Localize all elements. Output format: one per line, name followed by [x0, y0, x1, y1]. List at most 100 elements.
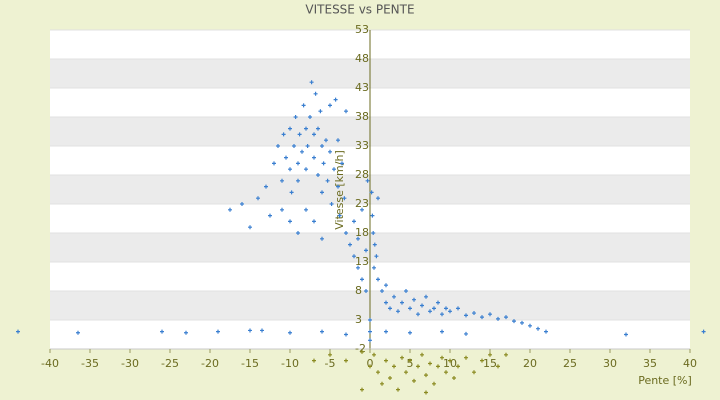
- point: [365, 178, 370, 183]
- point: [344, 358, 348, 363]
- point: [369, 190, 374, 195]
- y-tick-label: 13: [355, 255, 369, 268]
- x-tick-label: 10: [443, 357, 457, 370]
- point: [436, 300, 440, 305]
- point: [296, 178, 300, 183]
- point: [312, 132, 316, 137]
- point: [336, 138, 340, 143]
- y-tick-label: -2: [355, 342, 366, 355]
- point: [240, 202, 244, 206]
- point: [280, 207, 284, 212]
- point: [313, 91, 318, 96]
- point: [325, 178, 330, 183]
- point: [428, 361, 432, 366]
- y-tick-label: 23: [355, 197, 369, 210]
- point: [216, 329, 220, 334]
- point: [464, 331, 468, 336]
- chart-title: VITESSE vs PENTE: [305, 3, 414, 17]
- point: [289, 190, 294, 195]
- point: [504, 352, 508, 357]
- point: [344, 231, 348, 235]
- point: [324, 138, 328, 143]
- x-tick-label: 40: [683, 357, 697, 370]
- point: [184, 330, 188, 335]
- point: [392, 294, 396, 299]
- point: [368, 364, 372, 369]
- point: [436, 364, 440, 369]
- point: [372, 352, 376, 357]
- point: [328, 149, 332, 154]
- point: [408, 358, 412, 363]
- point: [260, 328, 264, 333]
- point: [384, 358, 388, 363]
- point: [368, 338, 372, 343]
- point: [400, 300, 404, 305]
- point: [16, 329, 20, 334]
- x-tick-label: 0: [367, 357, 374, 370]
- point: [305, 144, 310, 148]
- y-tick-label: 3: [355, 313, 362, 326]
- point: [488, 352, 492, 357]
- point: [348, 242, 352, 247]
- x-axis-title: Pente [%]: [638, 374, 692, 387]
- x-tick-label: -5: [325, 357, 336, 370]
- x-tick-label: 5: [407, 357, 414, 370]
- y-tick-label: 38: [355, 110, 369, 123]
- point: [624, 332, 628, 337]
- point: [368, 329, 372, 334]
- point: [404, 370, 408, 375]
- point: [464, 355, 468, 360]
- point: [280, 178, 284, 183]
- x-tick-label: -20: [201, 357, 219, 370]
- y-tick-label: 53: [355, 23, 369, 36]
- point: [376, 370, 380, 375]
- point: [384, 283, 388, 288]
- point: [444, 370, 448, 375]
- point: [374, 254, 379, 259]
- point: [420, 303, 424, 308]
- y-tick-label: 28: [355, 168, 369, 181]
- point: [404, 289, 408, 293]
- point: [370, 213, 375, 218]
- point: [384, 329, 388, 334]
- point: [440, 355, 444, 360]
- x-tick-label: 30: [603, 357, 617, 370]
- point: [420, 352, 424, 357]
- point: [288, 330, 292, 335]
- point: [328, 352, 332, 357]
- point: [272, 161, 276, 166]
- point: [288, 167, 292, 172]
- y-tick-label: 48: [355, 52, 369, 65]
- point: [76, 330, 80, 335]
- point: [432, 306, 436, 311]
- point: [412, 378, 416, 383]
- y-axis-title: Vitesse [km/h]: [333, 150, 346, 230]
- point: [337, 213, 342, 218]
- point: [308, 115, 312, 119]
- point: [320, 144, 324, 148]
- point: [332, 167, 336, 172]
- x-tick-label: -25: [161, 357, 179, 370]
- point: [312, 155, 316, 160]
- point: [388, 376, 392, 380]
- point: [304, 126, 308, 131]
- point: [440, 312, 444, 317]
- point: [396, 387, 400, 392]
- point: [360, 207, 364, 212]
- point: [321, 161, 326, 166]
- point: [292, 144, 296, 148]
- point: [364, 289, 368, 293]
- y-tick-label: 18: [355, 226, 369, 239]
- point: [320, 236, 324, 241]
- point: [480, 315, 484, 320]
- point: [297, 132, 302, 137]
- y-tick-label: 8: [355, 284, 362, 297]
- point: [344, 109, 348, 114]
- point: [372, 265, 376, 270]
- point: [408, 330, 412, 335]
- point: [384, 300, 388, 305]
- point: [528, 323, 532, 328]
- point: [228, 207, 232, 212]
- point: [320, 190, 324, 195]
